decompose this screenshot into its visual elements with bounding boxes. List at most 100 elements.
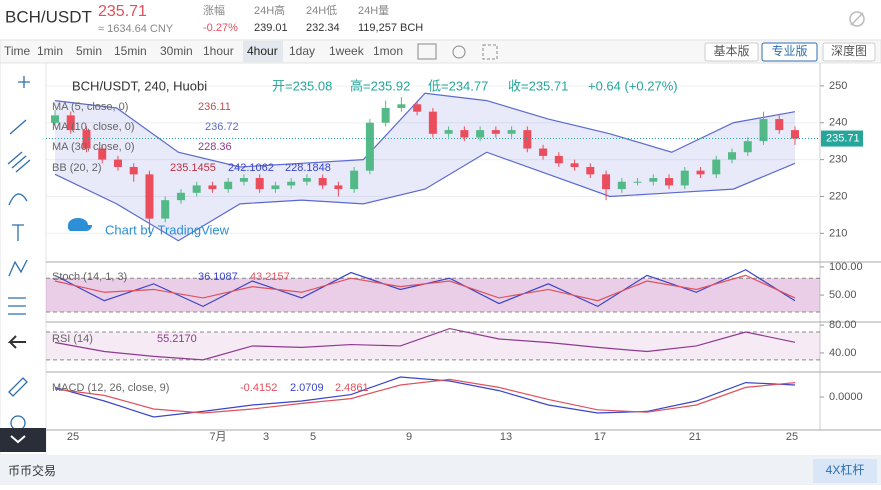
y-tick-label: 230 <box>829 154 847 166</box>
ruler-tool[interactable] <box>8 377 28 397</box>
indicator-name: BB (20, 2) <box>52 162 102 174</box>
interval-active-bg <box>243 41 283 62</box>
footer-bg <box>0 455 881 485</box>
x-tick-label: 25 <box>67 431 79 443</box>
candle-body <box>476 130 485 138</box>
x-tick-label: 17 <box>594 431 606 443</box>
indicator-line <box>54 151 796 242</box>
stat-label: 24H高 <box>254 3 285 17</box>
candle-body <box>696 170 705 175</box>
stat-value: 232.34 <box>306 22 340 34</box>
version-btn-bg[interactable] <box>822 42 876 62</box>
indicator-value: 228.1848 <box>285 162 331 174</box>
candle-body <box>759 119 768 142</box>
indicator-line <box>54 327 796 361</box>
y-tick-label: 50.00 <box>829 289 857 301</box>
indicator-value: 236.72 <box>205 121 239 133</box>
prediction-tool[interactable] <box>8 297 26 315</box>
candle-body <box>129 166 138 175</box>
candle-body <box>51 115 59 123</box>
indicator-value: -0.4152 <box>240 382 277 394</box>
version-btn[interactable]: 专业版 <box>771 43 807 58</box>
last-price-label: 235.71 <box>826 132 860 144</box>
x-tick-label: 9 <box>406 431 412 443</box>
legend-low: 低=234.77 <box>428 78 488 93</box>
x-tick-label: 21 <box>689 431 701 443</box>
stat-value: 119,257 BCH <box>358 22 423 34</box>
candle-body <box>586 166 595 175</box>
version-btn-bg[interactable] <box>761 42 818 62</box>
candle-body <box>192 185 201 193</box>
interval-btn[interactable]: 1min <box>37 44 63 58</box>
collapse-btn[interactable] <box>0 428 46 452</box>
candle-body <box>554 155 563 164</box>
candle-body <box>176 192 185 201</box>
indicator-value: 55.2170 <box>157 333 197 345</box>
price: 235.71 <box>98 3 147 20</box>
candle-body <box>98 148 107 160</box>
interval-btn[interactable]: 15min <box>114 44 147 58</box>
version-btn[interactable]: 深度图 <box>831 43 867 58</box>
candle-body <box>413 104 422 112</box>
footer-right[interactable]: 4X杠杆 <box>826 462 865 477</box>
candle-body <box>397 104 406 108</box>
indicator-value: 235.1455 <box>170 162 216 174</box>
interval-btn[interactable]: Time <box>4 44 31 58</box>
indicator-value: 242.1062 <box>228 162 274 174</box>
indicator-name: MA (30, close, 0) <box>52 141 135 153</box>
indicator-value: 236.11 <box>198 101 231 113</box>
y-tick-label: 80.00 <box>829 319 857 331</box>
watermark[interactable]: Chart by TradingView <box>105 222 230 237</box>
cny: ≈ 1634.64 CNY <box>98 23 174 35</box>
indicator-name: MA (5, close, 0) <box>52 101 128 113</box>
indicator-name: MA (10, close, 0) <box>52 121 135 133</box>
crosshair-tool[interactable] <box>18 76 30 88</box>
fib-tool[interactable] <box>7 151 31 173</box>
x-tick-label: 3 <box>263 431 269 443</box>
interval-btn[interactable]: 1day <box>289 44 315 58</box>
hide-icon[interactable] <box>849 11 865 27</box>
interval-btn[interactable]: 1hour <box>203 44 234 58</box>
interval-btn[interactable]: 5min <box>76 44 102 58</box>
indicator-line <box>54 274 796 302</box>
symbol-legend: BCH/USDT, 240, Huobi <box>72 78 207 93</box>
interval-btn[interactable]: 30min <box>160 44 193 58</box>
indicator-line <box>54 92 796 168</box>
footer-btn[interactable] <box>813 459 877 483</box>
candle-body <box>318 178 327 186</box>
back-tool[interactable] <box>7 335 26 349</box>
stat-label: 24H量 <box>358 4 389 17</box>
candle-body <box>302 178 311 182</box>
trend-line-tool[interactable] <box>9 119 27 135</box>
x-tick-label: 5 <box>310 431 316 443</box>
brush-tool[interactable] <box>8 193 28 206</box>
version-btn-bg[interactable] <box>704 42 759 62</box>
text-tool[interactable] <box>12 224 24 241</box>
fullscreen-icon[interactable] <box>482 44 498 60</box>
x-tick-label: 25 <box>786 431 798 443</box>
left-toolbar <box>0 62 47 456</box>
candle-body <box>617 181 626 190</box>
y-tick-label: 100.00 <box>829 261 863 273</box>
candle-body <box>680 170 689 186</box>
interval-btn[interactable]: 1mon <box>373 44 403 58</box>
candle-body <box>239 178 248 182</box>
candle-body <box>287 181 296 186</box>
candle-body <box>82 130 91 149</box>
indicator-name: MACD (12, 26, close, 9) <box>52 382 169 394</box>
interval-btn[interactable]: 1week <box>329 44 365 58</box>
indicator-value: 2.0709 <box>290 382 324 394</box>
candle-body <box>743 141 752 153</box>
collapse-icon <box>10 435 26 444</box>
y-tick-label: 0.0000 <box>829 391 863 403</box>
candle-body <box>791 130 799 139</box>
footer-left[interactable]: 币币交易 <box>8 463 56 478</box>
interval-btn[interactable]: 4hour <box>247 44 278 58</box>
version-btn[interactable]: 基本版 <box>713 44 749 58</box>
chart-type-icon[interactable] <box>417 43 437 60</box>
candle-body <box>665 178 674 186</box>
settings-icon[interactable] <box>452 45 466 59</box>
x-tick-label: 13 <box>500 431 512 443</box>
pattern-tool[interactable] <box>8 259 28 277</box>
